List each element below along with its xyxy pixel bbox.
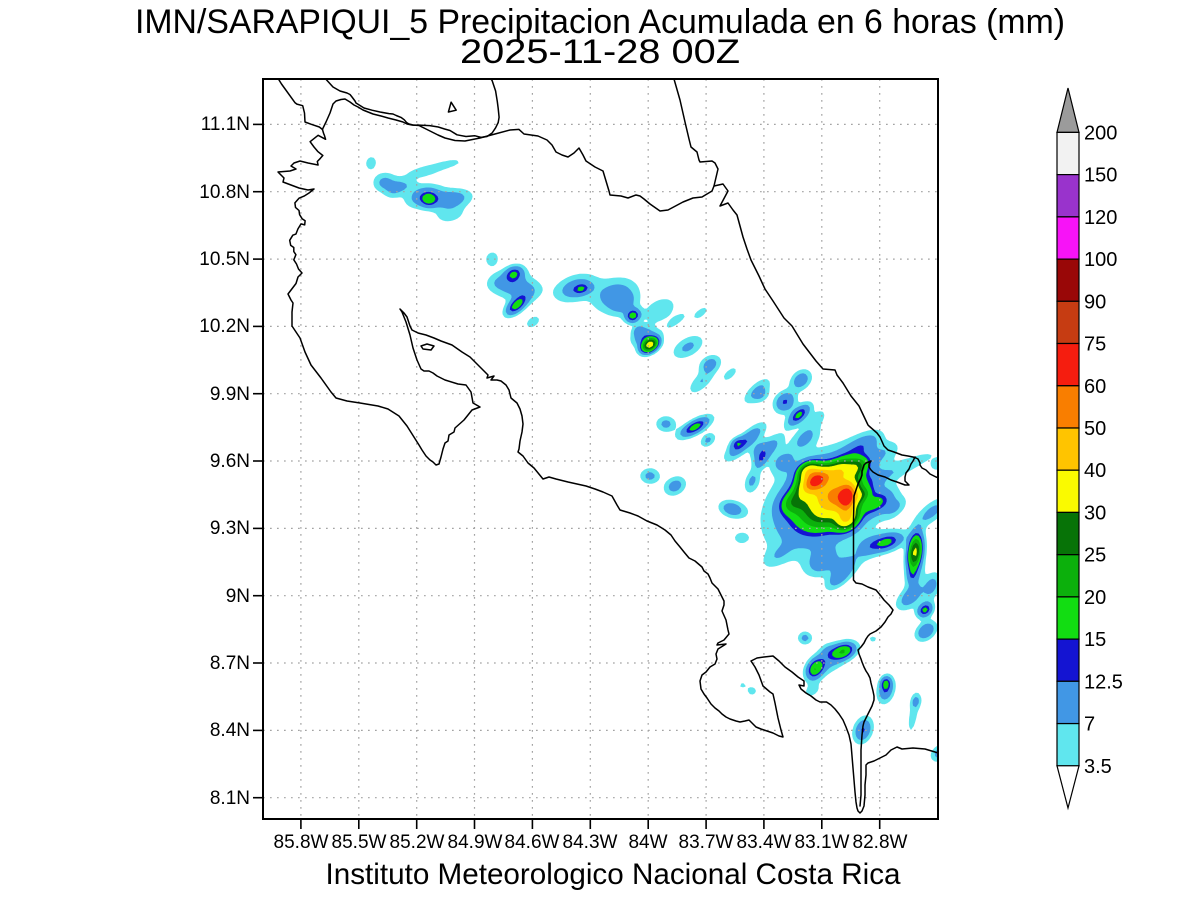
svg-text:90: 90: [1084, 291, 1106, 313]
svg-text:9.9N: 9.9N: [210, 384, 250, 405]
svg-text:100: 100: [1084, 249, 1117, 271]
svg-text:150: 150: [1084, 165, 1117, 187]
svg-text:8.1N: 8.1N: [210, 788, 250, 809]
svg-text:IMN/SARAPIQUI_5 Precipitacion: IMN/SARAPIQUI_5 Precipitacion Acumulada …: [135, 3, 1065, 41]
svg-text:30: 30: [1084, 502, 1106, 524]
svg-text:25: 25: [1084, 545, 1106, 567]
svg-text:85.2W: 85.2W: [390, 832, 445, 853]
svg-text:8.4N: 8.4N: [210, 720, 250, 741]
svg-text:9.3N: 9.3N: [210, 518, 250, 539]
svg-text:12.5: 12.5: [1084, 671, 1123, 693]
svg-text:2025-11-28 00Z: 2025-11-28 00Z: [460, 33, 740, 71]
svg-text:84.6W: 84.6W: [505, 832, 560, 853]
svg-text:10.8N: 10.8N: [199, 182, 250, 203]
svg-text:75: 75: [1084, 334, 1106, 356]
svg-text:84W: 84W: [628, 832, 667, 853]
svg-text:82.8W: 82.8W: [853, 832, 908, 853]
svg-text:11.1N: 11.1N: [201, 114, 250, 135]
svg-text:85.5W: 85.5W: [332, 832, 387, 853]
svg-text:200: 200: [1084, 122, 1117, 144]
svg-text:10.2N: 10.2N: [199, 316, 250, 337]
svg-text:Instituto Meteorologico Nacion: Instituto Meteorologico Nacional Costa R…: [326, 858, 901, 891]
svg-text:84.9W: 84.9W: [448, 832, 503, 853]
svg-text:20: 20: [1084, 587, 1106, 609]
svg-text:85.8W: 85.8W: [274, 832, 329, 853]
svg-text:83.7W: 83.7W: [679, 832, 734, 853]
svg-text:15: 15: [1084, 629, 1106, 651]
svg-text:9.6N: 9.6N: [210, 451, 250, 472]
svg-text:84.3W: 84.3W: [563, 832, 618, 853]
svg-text:10.5N: 10.5N: [199, 249, 250, 270]
svg-text:7: 7: [1084, 714, 1095, 736]
svg-text:120: 120: [1084, 207, 1117, 229]
svg-text:40: 40: [1084, 460, 1106, 482]
svg-text:3.5: 3.5: [1084, 756, 1112, 778]
svg-text:60: 60: [1084, 376, 1106, 398]
svg-text:9N: 9N: [226, 586, 250, 607]
svg-text:83.1W: 83.1W: [795, 832, 850, 853]
svg-text:50: 50: [1084, 418, 1106, 440]
svg-text:83.4W: 83.4W: [737, 832, 792, 853]
svg-text:8.7N: 8.7N: [210, 653, 250, 674]
